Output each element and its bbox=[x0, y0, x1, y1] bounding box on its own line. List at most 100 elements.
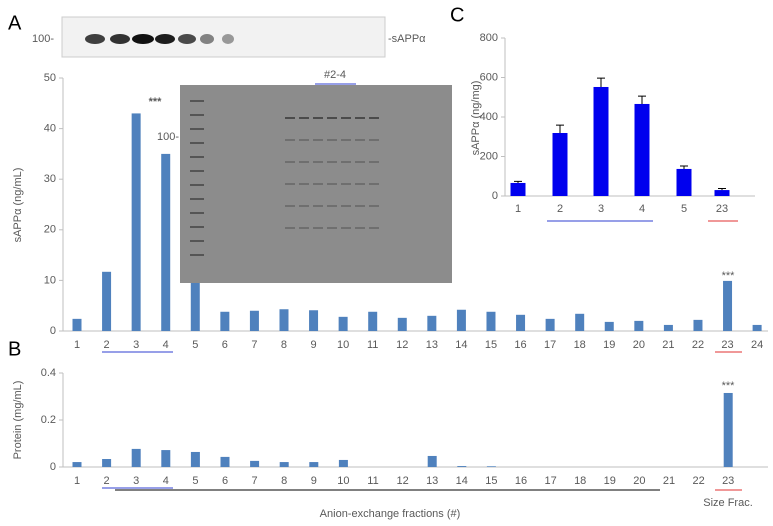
bar bbox=[190, 282, 200, 331]
x-tick-label: 1 bbox=[515, 203, 521, 215]
blot-label: -sAPPα bbox=[388, 33, 426, 45]
bar bbox=[131, 448, 141, 467]
bar bbox=[279, 309, 289, 331]
blot-band bbox=[178, 34, 196, 44]
error-bar bbox=[556, 124, 564, 133]
x-tick-label: 21 bbox=[662, 339, 674, 351]
bar bbox=[368, 311, 378, 331]
x-tick-label: 23 bbox=[716, 203, 728, 215]
x-tick-label: 8 bbox=[281, 475, 287, 487]
gel-band bbox=[313, 227, 323, 229]
gel-marker bbox=[190, 100, 204, 102]
blot-band bbox=[200, 34, 214, 44]
bar bbox=[309, 462, 319, 467]
bar bbox=[486, 466, 496, 467]
x-tick-label: 2 bbox=[557, 203, 563, 215]
gel-band bbox=[327, 183, 337, 185]
y-axis-label: Protein (mg/mL) bbox=[12, 381, 24, 460]
bar bbox=[604, 321, 614, 331]
gel-band bbox=[299, 183, 309, 185]
y-tick-label: 0.4 bbox=[41, 367, 56, 379]
x-tick-label: 21 bbox=[663, 475, 675, 487]
error-bar bbox=[718, 187, 726, 191]
x-tick-label: 15 bbox=[485, 339, 497, 351]
gel-band bbox=[369, 227, 379, 229]
panel-label: B bbox=[8, 338, 21, 360]
x-tick-label: 14 bbox=[455, 339, 467, 351]
x-axis-label: Anion-exchange fractions (#) bbox=[320, 508, 461, 520]
gel-band bbox=[285, 183, 295, 185]
bar bbox=[397, 317, 407, 331]
bar bbox=[338, 459, 348, 467]
gel-band bbox=[313, 161, 323, 163]
gel-band bbox=[355, 227, 365, 229]
bar bbox=[249, 310, 259, 331]
x-tick-label: 13 bbox=[426, 339, 438, 351]
y-tick-label: 0 bbox=[492, 190, 498, 202]
bar bbox=[663, 324, 673, 331]
x-tick-label: 15 bbox=[485, 475, 497, 487]
y-tick-label: 50 bbox=[44, 72, 56, 84]
blot-band bbox=[110, 34, 130, 44]
blot-band bbox=[222, 34, 234, 44]
gel-band bbox=[285, 117, 295, 119]
x-tick-label: 19 bbox=[603, 339, 615, 351]
gel-band bbox=[341, 161, 351, 163]
y-tick-label: 20 bbox=[44, 224, 56, 236]
gel-marker bbox=[190, 240, 204, 242]
x-tick-label: 22 bbox=[692, 475, 704, 487]
gel-label: 100- bbox=[157, 131, 179, 143]
gel-band bbox=[341, 117, 351, 119]
y-tick-label: 30 bbox=[44, 173, 56, 185]
gel-band bbox=[369, 161, 379, 163]
bar bbox=[457, 466, 467, 467]
error-bar bbox=[638, 95, 646, 104]
bar bbox=[676, 168, 692, 196]
gel-band bbox=[369, 139, 379, 141]
gel-band bbox=[313, 117, 323, 119]
blot-label: 100- bbox=[32, 33, 54, 45]
x-tick-label: 19 bbox=[604, 475, 616, 487]
x-tick-label: 7 bbox=[252, 475, 258, 487]
x-tick-label: 3 bbox=[133, 475, 139, 487]
bar bbox=[593, 86, 609, 196]
bar bbox=[161, 153, 171, 331]
gel-band bbox=[327, 117, 337, 119]
gel-band bbox=[369, 117, 379, 119]
x-tick-label: 1 bbox=[74, 339, 80, 351]
x-tick-label: 9 bbox=[311, 475, 317, 487]
x-tick-label: 4 bbox=[163, 475, 169, 487]
blot-band bbox=[155, 34, 175, 44]
x-tick-label: 18 bbox=[574, 475, 586, 487]
y-tick-label: 40 bbox=[44, 123, 56, 135]
gel-band bbox=[369, 205, 379, 207]
gel-band bbox=[285, 227, 295, 229]
gel-band bbox=[299, 227, 309, 229]
bar bbox=[102, 271, 112, 331]
y-tick-label: 10 bbox=[44, 274, 56, 286]
bar bbox=[545, 318, 555, 331]
significance: *** bbox=[722, 270, 736, 282]
blot-band bbox=[85, 34, 105, 44]
x-tick-label: 18 bbox=[574, 339, 586, 351]
y-tick-label: 0 bbox=[50, 461, 56, 473]
bar bbox=[427, 315, 437, 331]
y-tick-label: 200 bbox=[480, 150, 498, 162]
gel-band bbox=[327, 139, 337, 141]
x-tick-label: 3 bbox=[598, 203, 604, 215]
x-tick-label: 5 bbox=[192, 475, 198, 487]
bar bbox=[279, 462, 289, 467]
x-tick-label: 10 bbox=[337, 475, 349, 487]
x-tick-label: 11 bbox=[367, 339, 378, 351]
gel-marker bbox=[190, 128, 204, 130]
gel-marker bbox=[190, 170, 204, 172]
x-tick-label: 5 bbox=[192, 339, 198, 351]
bar bbox=[510, 182, 526, 196]
x-tick-label: 6 bbox=[222, 475, 228, 487]
error-bar bbox=[680, 165, 688, 169]
x-tick-label: 10 bbox=[337, 339, 349, 351]
x-tick-label: 8 bbox=[281, 339, 287, 351]
panel-label: C bbox=[450, 4, 464, 26]
bar bbox=[220, 456, 230, 467]
